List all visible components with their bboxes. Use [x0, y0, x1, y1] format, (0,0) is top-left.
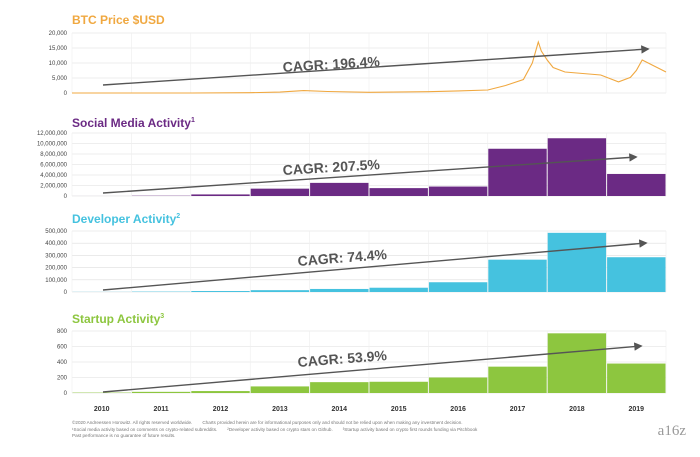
footnote-3: ³Startup activity based on crypto first …: [342, 426, 478, 432]
x-tick-label: 2016: [450, 406, 466, 413]
y-tick-label: 4,000,000: [40, 173, 67, 179]
y-tick-label: 10,000: [49, 61, 68, 67]
y-tick-label: 400: [57, 360, 68, 366]
bar-2013: [250, 188, 310, 196]
startup-title: Startup Activity3: [72, 312, 165, 326]
x-tick-label: 2013: [272, 406, 288, 413]
cagr-label: CAGR: 196.4%: [282, 53, 381, 75]
bar-2018: [547, 232, 607, 292]
footnotes: ©2020 Andreessen Horowitz. All rights re…: [72, 420, 632, 440]
x-tick-label: 2014: [332, 406, 348, 413]
y-tick-label: 0: [64, 194, 68, 200]
bar-2014: [310, 182, 369, 196]
y-tick-label: 200: [57, 376, 68, 382]
bar-2018: [547, 138, 607, 196]
bar-2019: [607, 257, 666, 292]
cagr-label: CAGR: 74.4%: [297, 246, 388, 269]
developer-title: Developer Activity2: [72, 212, 181, 226]
cagr-trend-arrow: [102, 153, 638, 194]
bar-2012: [191, 391, 250, 393]
y-tick-label: 15,000: [49, 46, 68, 52]
y-tick-label: 2,000,000: [40, 184, 67, 190]
disclaimer-note: Charts provided herein are for informati…: [202, 420, 463, 425]
btc-price-title: BTC Price $USD: [72, 13, 165, 27]
y-tick-label: 500,000: [45, 229, 67, 235]
y-tick-label: 300,000: [45, 253, 67, 259]
bar-2017: [488, 148, 547, 196]
x-tick-label: 2015: [391, 406, 407, 413]
bar-2015: [369, 287, 428, 292]
bar-2015: [369, 188, 428, 196]
bar-2015: [369, 381, 428, 393]
y-tick-label: 8,000,000: [40, 152, 67, 158]
cagr-label: CAGR: 53.9%: [297, 347, 388, 370]
y-tick-label: 800: [57, 329, 68, 335]
bar-2019: [607, 173, 666, 196]
y-tick-label: 0: [64, 91, 68, 97]
bar-2016: [428, 186, 488, 196]
footnote-1: ¹Social media activity based on comments…: [72, 426, 218, 432]
x-tick-label: 2018: [569, 406, 585, 413]
bar-2014: [310, 288, 369, 292]
bar-2012: [191, 291, 250, 292]
y-tick-label: 0: [64, 290, 68, 296]
y-tick-label: 5,000: [52, 76, 68, 82]
y-tick-label: 400,000: [45, 241, 67, 247]
y-tick-label: 100,000: [45, 278, 67, 284]
bar-2017: [488, 259, 547, 292]
y-tick-label: 200,000: [45, 266, 67, 272]
cagr-label: CAGR: 207.5%: [282, 156, 381, 178]
x-tick-label: 2011: [154, 406, 169, 413]
bar-2013: [250, 386, 310, 393]
x-tick-label: 2010: [94, 406, 110, 413]
bar-2013: [250, 290, 310, 292]
cagr-trend-arrow: [102, 239, 648, 291]
bar-2019: [607, 363, 666, 393]
x-tick-label: 2012: [213, 406, 229, 413]
y-tick-label: 20,000: [49, 31, 68, 37]
y-tick-label: 12,000,000: [37, 131, 68, 137]
bar-2017: [488, 366, 547, 393]
bar-2018: [547, 333, 607, 393]
cagr-trend-arrow: [102, 45, 650, 86]
y-tick-label: 600: [57, 345, 68, 351]
a16z-logo: a16z: [657, 423, 686, 439]
y-tick-label: 0: [64, 391, 68, 397]
social-media-title: Social Media Activity1: [72, 116, 195, 130]
copyright-note: ©2020 Andreessen Horowitz. All rights re…: [72, 420, 193, 425]
btc-price-line: [72, 40, 667, 94]
bar-2012: [191, 194, 250, 196]
bar-2016: [428, 282, 488, 292]
past-performance-note: Past performance is no guarantee of futu…: [72, 433, 176, 438]
y-tick-label: 6,000,000: [40, 163, 67, 169]
footnote-2: ²Developer activity based on crypto star…: [227, 426, 333, 432]
bar-2016: [428, 377, 488, 393]
cagr-trend-arrow: [102, 342, 643, 393]
x-tick-label: 2019: [629, 406, 645, 413]
y-tick-label: 10,000,000: [37, 142, 68, 148]
bar-2011: [131, 391, 191, 393]
x-tick-label: 2017: [510, 406, 526, 413]
bar-2014: [310, 382, 369, 393]
